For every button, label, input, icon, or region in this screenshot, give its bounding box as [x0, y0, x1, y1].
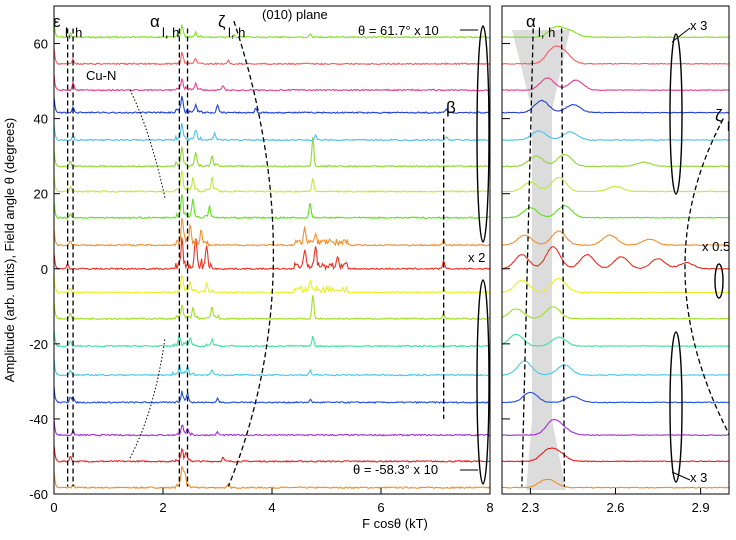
right-bottom-scale-ellipse [669, 331, 683, 483]
left-trace-15 [54, 74, 490, 92]
right-trace-14 [502, 99, 729, 114]
epsilon-label: ε [53, 12, 61, 31]
x-tick-label-left: 4 [268, 500, 275, 515]
scale-bottom-leader [671, 471, 691, 481]
right-trace-5 [502, 333, 729, 348]
y-tick-label: 60 [34, 37, 48, 52]
right-trace-0 [502, 478, 729, 489]
right-trace-1 [502, 447, 729, 463]
left-trace-4 [54, 358, 490, 377]
cu-n-label: Cu-N [86, 68, 116, 83]
right-trace-11 [502, 176, 729, 193]
left-trace-17 [54, 20, 490, 39]
top-angle-label: θ = 61.7° x 10 [358, 23, 439, 38]
axis-ticks: -60 -40 -20 0 20 40 60 0 2 4 6 8 2.3 2.6 2.9 [29, 37, 709, 515]
left-branch-lines [66, 20, 445, 487]
right-trace-16 [502, 45, 729, 65]
left-panel-frame [53, 5, 491, 495]
left-trace-11 [54, 170, 490, 194]
left-bottom-scale-ellipse [476, 279, 490, 485]
y-tick-label: 20 [34, 187, 48, 202]
scale-top-leader [671, 27, 691, 43]
left-trace-12 [54, 137, 490, 168]
x-tick-label-left: 0 [50, 500, 57, 515]
left-trace-5 [54, 330, 490, 348]
scale-mid-right: x 0.5 [702, 239, 730, 254]
x-tick-label-right: 2.3 [521, 500, 539, 515]
right-trace-12 [502, 153, 729, 168]
right-mid-scale-ellipse [714, 263, 724, 299]
x-tick-label-left: 2 [159, 500, 166, 515]
right-trace-2 [502, 418, 729, 437]
x-tick-label-left: 6 [377, 500, 384, 515]
left-trace-13 [54, 122, 490, 142]
right-trace-17 [502, 25, 729, 39]
alpha-sub-left: l, h [162, 25, 179, 40]
x-tick-label-right: 2.9 [692, 500, 710, 515]
y-tick-label: 0 [41, 262, 48, 277]
epsilon-sub: l, h [65, 25, 82, 40]
left-trace-8 [54, 237, 490, 271]
left-trace-1 [54, 445, 490, 463]
y-tick-label: 40 [34, 112, 48, 127]
right-alpha-line-1 [560, 28, 566, 487]
right-traces [502, 25, 729, 489]
right-zeta-line [684, 118, 730, 435]
zeta-sub-left: l, h [228, 25, 245, 40]
right-trace-15 [502, 77, 729, 92]
left-trace-16 [54, 48, 490, 66]
zeta-label-right: ζ [715, 106, 723, 125]
alpha-label-left: α [150, 12, 160, 31]
scale-bottom-right: x 3 [690, 470, 707, 485]
cu-n-guide-upper [129, 89, 166, 199]
right-trace-8 [502, 246, 729, 270]
left-trace-14 [54, 95, 490, 115]
right-trace-6 [502, 306, 729, 320]
alpha-label-right: α [526, 12, 536, 31]
branch-line-zeta [227, 20, 275, 487]
y-tick-label: -40 [29, 412, 48, 427]
beta-label: β [446, 98, 456, 117]
alpha-sub-right: l, h [538, 25, 555, 40]
right-trace-4 [502, 360, 729, 377]
alpha-band [512, 30, 570, 490]
x-axis-label: F cosθ (kT) [362, 516, 428, 531]
cu-n-guide-lower [129, 337, 166, 459]
right-alpha-line-0 [521, 28, 534, 487]
zeta-label-left: ζ [218, 12, 226, 31]
bottom-angle-label: θ = -58.3° x 10 [353, 462, 438, 477]
right-top-scale-ellipse [669, 33, 683, 195]
left-trace-0 [54, 465, 490, 490]
right-trace-7 [502, 277, 729, 294]
right-trace-9 [502, 230, 729, 247]
figure-title: (010) plane [262, 7, 328, 22]
y-tick-label: -60 [29, 487, 48, 502]
y-axis-label: Amplitude (arb. units), Field angle θ (d… [2, 118, 17, 382]
right-trace-10 [502, 204, 729, 219]
left-trace-9 [54, 218, 490, 247]
left-top-scale-ellipse [476, 25, 490, 243]
x-tick-label-left: 8 [486, 500, 493, 515]
x-tick-label-right: 2.6 [606, 500, 624, 515]
left-trace-6 [54, 295, 490, 321]
scale-top-right: x 3 [690, 18, 707, 33]
right-trace-13 [502, 130, 729, 142]
right-trace-3 [502, 391, 729, 404]
left-trace-10 [54, 194, 490, 220]
left-traces [54, 20, 490, 490]
right-branch-lines [521, 28, 730, 487]
left-trace-2 [54, 419, 490, 437]
left-trace-3 [54, 386, 490, 405]
y-tick-label: -20 [29, 337, 48, 352]
scale-x2-label: x 2 [468, 250, 485, 265]
zeta-sub-right: l [727, 119, 730, 134]
